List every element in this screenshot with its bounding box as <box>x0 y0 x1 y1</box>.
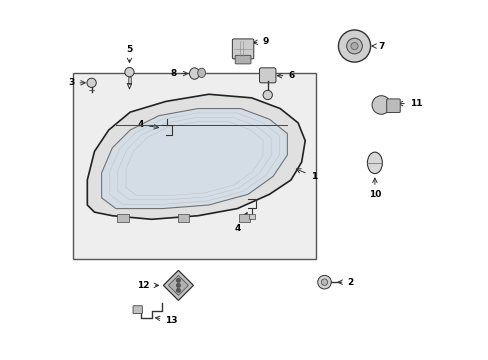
Text: 10: 10 <box>368 178 380 199</box>
Circle shape <box>321 279 327 285</box>
Text: 7: 7 <box>371 41 385 50</box>
FancyBboxPatch shape <box>386 99 400 112</box>
Ellipse shape <box>189 68 199 79</box>
Circle shape <box>176 289 180 292</box>
Text: 13: 13 <box>155 315 177 324</box>
Bar <box>238 214 250 222</box>
Text: 4: 4 <box>234 213 246 233</box>
Polygon shape <box>87 94 305 219</box>
Polygon shape <box>163 270 193 300</box>
Circle shape <box>263 90 272 100</box>
Text: 9: 9 <box>252 37 268 46</box>
FancyBboxPatch shape <box>232 39 253 59</box>
Bar <box>178 214 189 222</box>
Circle shape <box>350 42 357 50</box>
Circle shape <box>371 96 390 114</box>
Text: 4: 4 <box>137 120 158 129</box>
FancyBboxPatch shape <box>259 68 275 83</box>
Ellipse shape <box>197 68 205 77</box>
Polygon shape <box>102 109 287 208</box>
Circle shape <box>176 284 180 287</box>
Text: 12: 12 <box>137 281 158 290</box>
Text: 8: 8 <box>170 69 187 78</box>
Bar <box>248 214 255 219</box>
FancyBboxPatch shape <box>235 55 250 64</box>
Text: 6: 6 <box>277 71 294 80</box>
Circle shape <box>338 30 370 62</box>
Text: 3: 3 <box>68 78 85 87</box>
Circle shape <box>176 279 180 282</box>
Circle shape <box>87 78 96 87</box>
Text: 11: 11 <box>398 99 422 108</box>
Circle shape <box>346 38 362 54</box>
Circle shape <box>317 275 331 289</box>
FancyBboxPatch shape <box>133 306 142 314</box>
Text: 1: 1 <box>296 169 316 181</box>
Polygon shape <box>168 275 188 296</box>
Text: 5: 5 <box>126 45 132 63</box>
Ellipse shape <box>366 152 382 174</box>
Bar <box>127 77 131 84</box>
Text: 2: 2 <box>337 278 353 287</box>
Bar <box>73 73 315 258</box>
Circle shape <box>124 67 134 77</box>
Bar <box>117 214 128 222</box>
